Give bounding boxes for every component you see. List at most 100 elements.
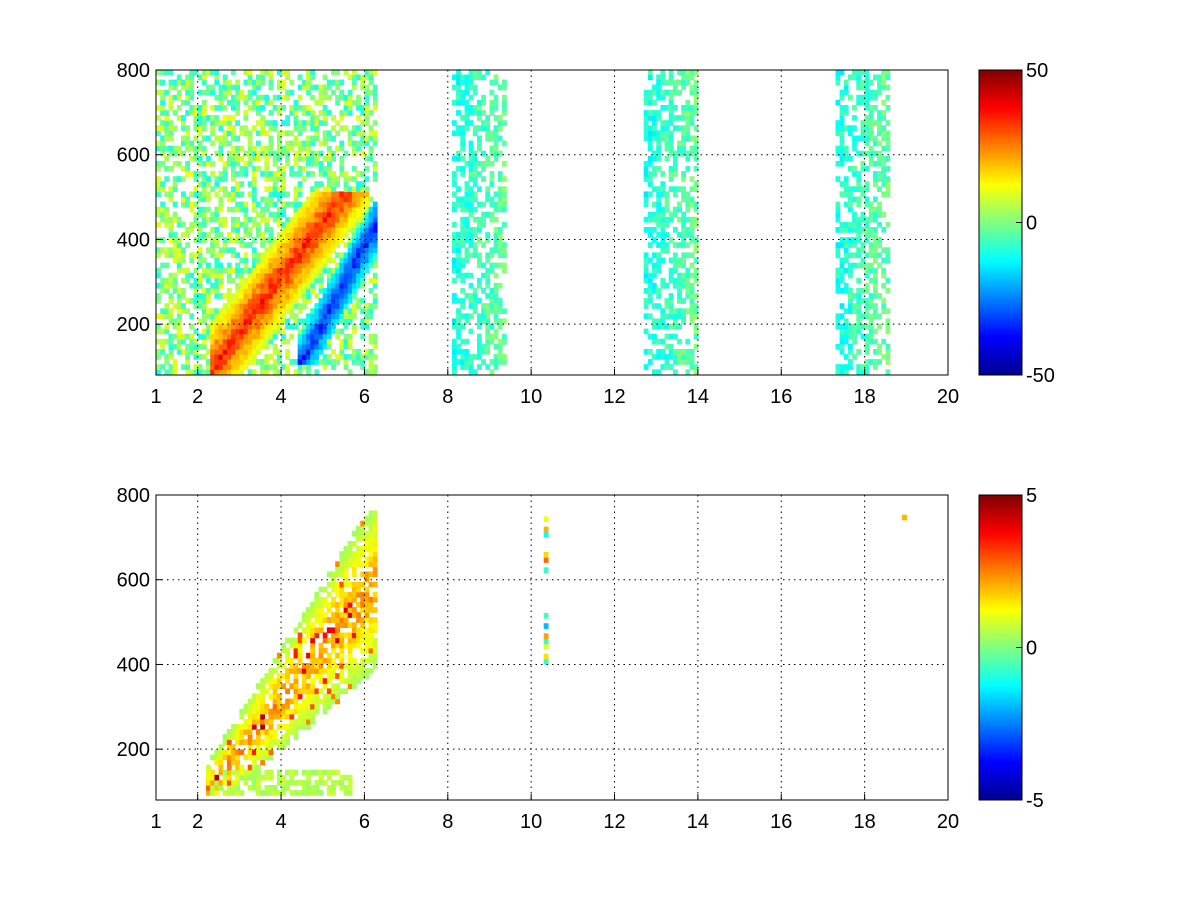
heatmap-cell: [843, 354, 849, 360]
heatmap-cell: [493, 232, 499, 238]
heatmap-cell: [226, 739, 232, 745]
heatmap-cell: [452, 262, 457, 269]
heatmap-cell: [306, 120, 311, 126]
heatmap-cell: [256, 288, 261, 294]
heatmap-cell: [322, 338, 328, 345]
heatmap-cell: [343, 343, 349, 350]
heatmap-cell: [322, 323, 328, 330]
heatmap-cell: [493, 359, 499, 365]
heatmap-cell: [318, 313, 324, 320]
heatmap-cell: [472, 176, 478, 182]
heatmap-cell: [877, 211, 882, 218]
heatmap-cell: [285, 703, 290, 710]
heatmap-cell: [852, 333, 857, 340]
heatmap-cell: [264, 176, 270, 182]
heatmap-cell: [681, 130, 686, 137]
heatmap-cell: [226, 115, 232, 121]
heatmap-cell: [647, 181, 653, 187]
heatmap-cell: [839, 242, 845, 248]
heatmap-cell: [326, 227, 332, 233]
heatmap-cell: [335, 282, 340, 289]
heatmap-cell: [848, 333, 853, 340]
heatmap-cell: [172, 242, 178, 248]
heatmap-cell: [264, 754, 270, 761]
heatmap-cell: [318, 333, 324, 340]
heatmap-cell: [856, 201, 862, 208]
heatmap-cell: [256, 785, 261, 791]
heatmap-cell: [643, 303, 649, 309]
heatmap-cell: [477, 115, 482, 121]
heatmap-cell: [276, 683, 282, 689]
heatmap-cell: [243, 293, 249, 299]
heatmap-cell: [251, 754, 257, 761]
heatmap-cell: [860, 191, 866, 198]
heatmap-cell: [656, 252, 661, 259]
heatmap-cell: [310, 359, 315, 365]
heatmap-cell: [460, 349, 466, 355]
heatmap-cell: [289, 303, 295, 309]
heatmap-cell: [185, 298, 190, 304]
heatmap-cell: [856, 232, 862, 238]
heatmap-cell: [231, 785, 236, 791]
heatmap-cell: [335, 69, 340, 76]
heatmap-cell: [660, 206, 666, 213]
heatmap-cell: [172, 247, 178, 253]
heatmap-cell: [881, 303, 887, 309]
heatmap-cell: [193, 354, 199, 360]
heatmap-cell: [372, 303, 378, 309]
heatmap-cell: [356, 242, 361, 248]
heatmap-cell: [848, 130, 853, 137]
heatmap-cell: [281, 703, 286, 710]
heatmap-cell: [672, 150, 678, 157]
heatmap-cell: [289, 308, 295, 314]
heatmap-cell: [243, 754, 249, 761]
heatmap-cell: [260, 724, 265, 730]
heatmap-cell: [231, 318, 236, 325]
heatmap-cell: [318, 779, 324, 786]
heatmap-cell: [176, 145, 182, 152]
heatmap-cell: [201, 69, 207, 76]
heatmap-cell: [460, 99, 466, 106]
heatmap-cell: [677, 338, 682, 345]
heatmap-cell: [481, 160, 486, 167]
heatmap-cell: [460, 354, 466, 360]
heatmap-cell: [347, 211, 353, 218]
heatmap-cell: [835, 252, 841, 259]
heatmap-cell: [243, 724, 249, 730]
heatmap-cell: [372, 130, 378, 137]
heatmap-cell: [351, 612, 357, 618]
heatmap-cell: [364, 632, 370, 639]
y-tick-label: 400: [117, 229, 150, 251]
heatmap-cell: [351, 627, 357, 634]
heatmap-cell: [293, 150, 299, 157]
heatmap-cell: [322, 657, 328, 664]
heatmap-cell: [276, 673, 282, 679]
heatmap-cell: [243, 288, 249, 294]
heatmap-cell: [231, 308, 236, 314]
heatmap-cell: [206, 349, 211, 355]
heatmap-cell: [456, 349, 461, 355]
heatmap-cell: [281, 303, 286, 309]
heatmap-cell: [372, 627, 378, 634]
heatmap-cell: [281, 176, 286, 182]
heatmap-cell: [372, 227, 378, 233]
heatmap-cell: [193, 267, 199, 274]
heatmap-cell: [647, 293, 653, 299]
heatmap-cell: [289, 663, 295, 669]
heatmap-cell: [293, 247, 299, 253]
heatmap-cell: [343, 607, 349, 613]
heatmap-cell: [314, 323, 320, 330]
heatmap-cell: [226, 308, 232, 314]
heatmap-cell: [477, 145, 482, 152]
heatmap-cell: [873, 257, 878, 264]
heatmap-cell: [231, 191, 236, 198]
heatmap-cell: [835, 176, 841, 182]
heatmap-cell: [860, 130, 866, 137]
bottom-heatmap-axes-box: [155, 494, 949, 801]
heatmap-cell: [868, 206, 874, 213]
heatmap-cell: [481, 262, 486, 269]
heatmap-cell: [281, 308, 286, 314]
heatmap-cell: [660, 130, 666, 137]
heatmap-cell: [460, 79, 466, 86]
heatmap-cell: [231, 359, 236, 365]
